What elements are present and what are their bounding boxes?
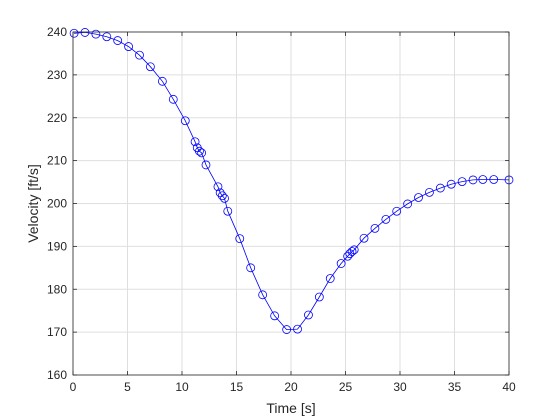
data-point [113, 36, 123, 45]
y-tick-label: 230 [47, 68, 67, 82]
data-point [235, 234, 245, 244]
data-point [347, 247, 357, 256]
data-point [435, 183, 445, 193]
x-tick-label: 30 [393, 380, 407, 394]
data-point [258, 290, 268, 300]
data-point [223, 206, 233, 216]
data-point [336, 259, 346, 268]
x-tick-label: 40 [502, 380, 516, 394]
data-point [91, 29, 101, 39]
data-point [270, 311, 280, 321]
y-tick-label: 210 [47, 154, 67, 168]
y-tick-label: 220 [47, 111, 67, 125]
data-point [102, 32, 112, 42]
data-point [145, 62, 155, 72]
y-tick-label: 200 [47, 197, 67, 211]
data-point [325, 274, 335, 283]
data-point [349, 245, 359, 255]
data-point [195, 146, 204, 156]
x-tick-label: 0 [70, 380, 77, 394]
data-point [197, 148, 207, 158]
x-tick-label: 10 [175, 380, 189, 394]
x-tick-label: 5 [124, 380, 131, 394]
data-point [359, 233, 369, 243]
data-point [343, 251, 353, 261]
series-line [74, 31, 510, 331]
x-axis-label: Time [s] [266, 400, 315, 416]
data-point [220, 193, 229, 203]
data-point [124, 42, 133, 51]
data-point [168, 94, 178, 104]
data-point [213, 182, 223, 192]
data-point [414, 193, 423, 202]
data-point [201, 160, 211, 170]
data-point [457, 177, 467, 187]
y-tick-label: 190 [47, 239, 67, 253]
data-point [69, 28, 79, 38]
grid [72, 31, 510, 376]
data-point [180, 116, 190, 126]
data-point [478, 175, 488, 184]
data-point [80, 28, 90, 37]
ticks: 0 5 10 15 20 25 30 35 40 160 170 180 190 200 210 220 230… [47, 25, 516, 394]
data-point [246, 263, 256, 273]
y-tick-label: 240 [47, 25, 67, 39]
data-point [157, 76, 167, 86]
y-tick-label: 180 [47, 282, 67, 296]
data-point [293, 324, 302, 334]
data-point [215, 188, 225, 198]
data-point [468, 175, 478, 185]
data-point [304, 310, 313, 320]
data-point [425, 187, 434, 197]
data-point [190, 137, 200, 147]
y-tick-label: 160 [47, 368, 67, 382]
series-layer [69, 28, 514, 334]
data-point [403, 199, 413, 209]
data-point [282, 325, 292, 334]
x-tick-label: 35 [448, 380, 462, 394]
data-point [314, 292, 324, 302]
data-point [370, 223, 380, 233]
y-axis-label: Velocity [ft/s] [25, 164, 41, 243]
data-point [392, 206, 402, 216]
data-point [489, 175, 499, 184]
data-point [381, 214, 391, 224]
data-point [446, 179, 456, 189]
data-point [217, 191, 227, 201]
x-tick-label: 15 [230, 380, 244, 394]
x-tick-label: 25 [339, 380, 353, 394]
y-tick-label: 170 [47, 325, 67, 339]
data-point [135, 50, 144, 60]
x-tick-label: 20 [284, 380, 298, 394]
